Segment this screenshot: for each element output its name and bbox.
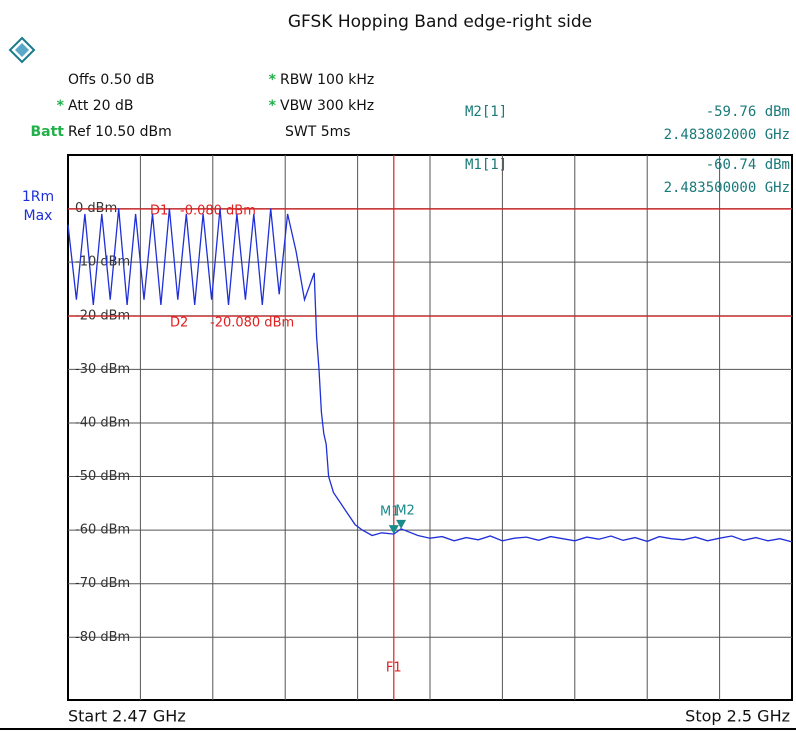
setting-flag: * — [269, 98, 277, 114]
marker-name: M2 — [395, 503, 415, 518]
y-tick-label: -40 dBm — [75, 415, 130, 430]
setting: RBW 100 kHz — [280, 72, 374, 88]
frequency-line-name: F1 — [386, 661, 402, 676]
marker — [388, 525, 399, 535]
setting: SWT 5ms — [285, 124, 351, 140]
readout-name: M2[1] — [465, 104, 507, 120]
trace-label: Max — [24, 208, 53, 224]
setting: Att 20 dB — [68, 98, 134, 114]
y-tick-label: -60 dBm — [75, 523, 130, 538]
setting-flag: * — [269, 72, 277, 88]
setting-flag: Batt — [30, 124, 64, 140]
readout-level: -60.74 dBm — [706, 157, 790, 173]
start-label: Start 2.47 GHz — [68, 707, 186, 726]
readout-level: -59.76 dBm — [706, 104, 790, 120]
display-line-name: D1 — [150, 204, 168, 219]
readout-freq: 2.483500000 GHz — [664, 180, 790, 196]
trace — [67, 208, 793, 543]
y-tick-label: -30 dBm — [75, 362, 130, 377]
marker-name: M1 — [380, 505, 400, 520]
setting-flag: * — [57, 98, 65, 114]
display-line-name: D2 — [170, 316, 188, 331]
y-tick-label: -10 dBm — [75, 255, 130, 270]
marker — [396, 519, 407, 529]
y-tick-label: -70 dBm — [75, 576, 130, 591]
setting: VBW 300 kHz — [280, 98, 374, 114]
stop-label: Stop 2.5 GHz — [685, 707, 790, 726]
logo — [8, 36, 36, 64]
readout-name: M1[1] — [465, 157, 507, 173]
chart-title: GFSK Hopping Band edge-right side — [288, 12, 592, 32]
y-tick-label: -80 dBm — [75, 630, 130, 645]
setting: Ref 10.50 dBm — [68, 124, 172, 140]
display-line-label: -20.080 dBm — [210, 316, 294, 331]
setting: Offs 0.50 dB — [68, 72, 155, 88]
y-tick-label: -50 dBm — [75, 469, 130, 484]
display-line-label: -0.080 dBm — [180, 204, 256, 219]
trace-label: 1Rm — [22, 189, 54, 205]
readout-freq: 2.483802000 GHz — [664, 127, 790, 143]
